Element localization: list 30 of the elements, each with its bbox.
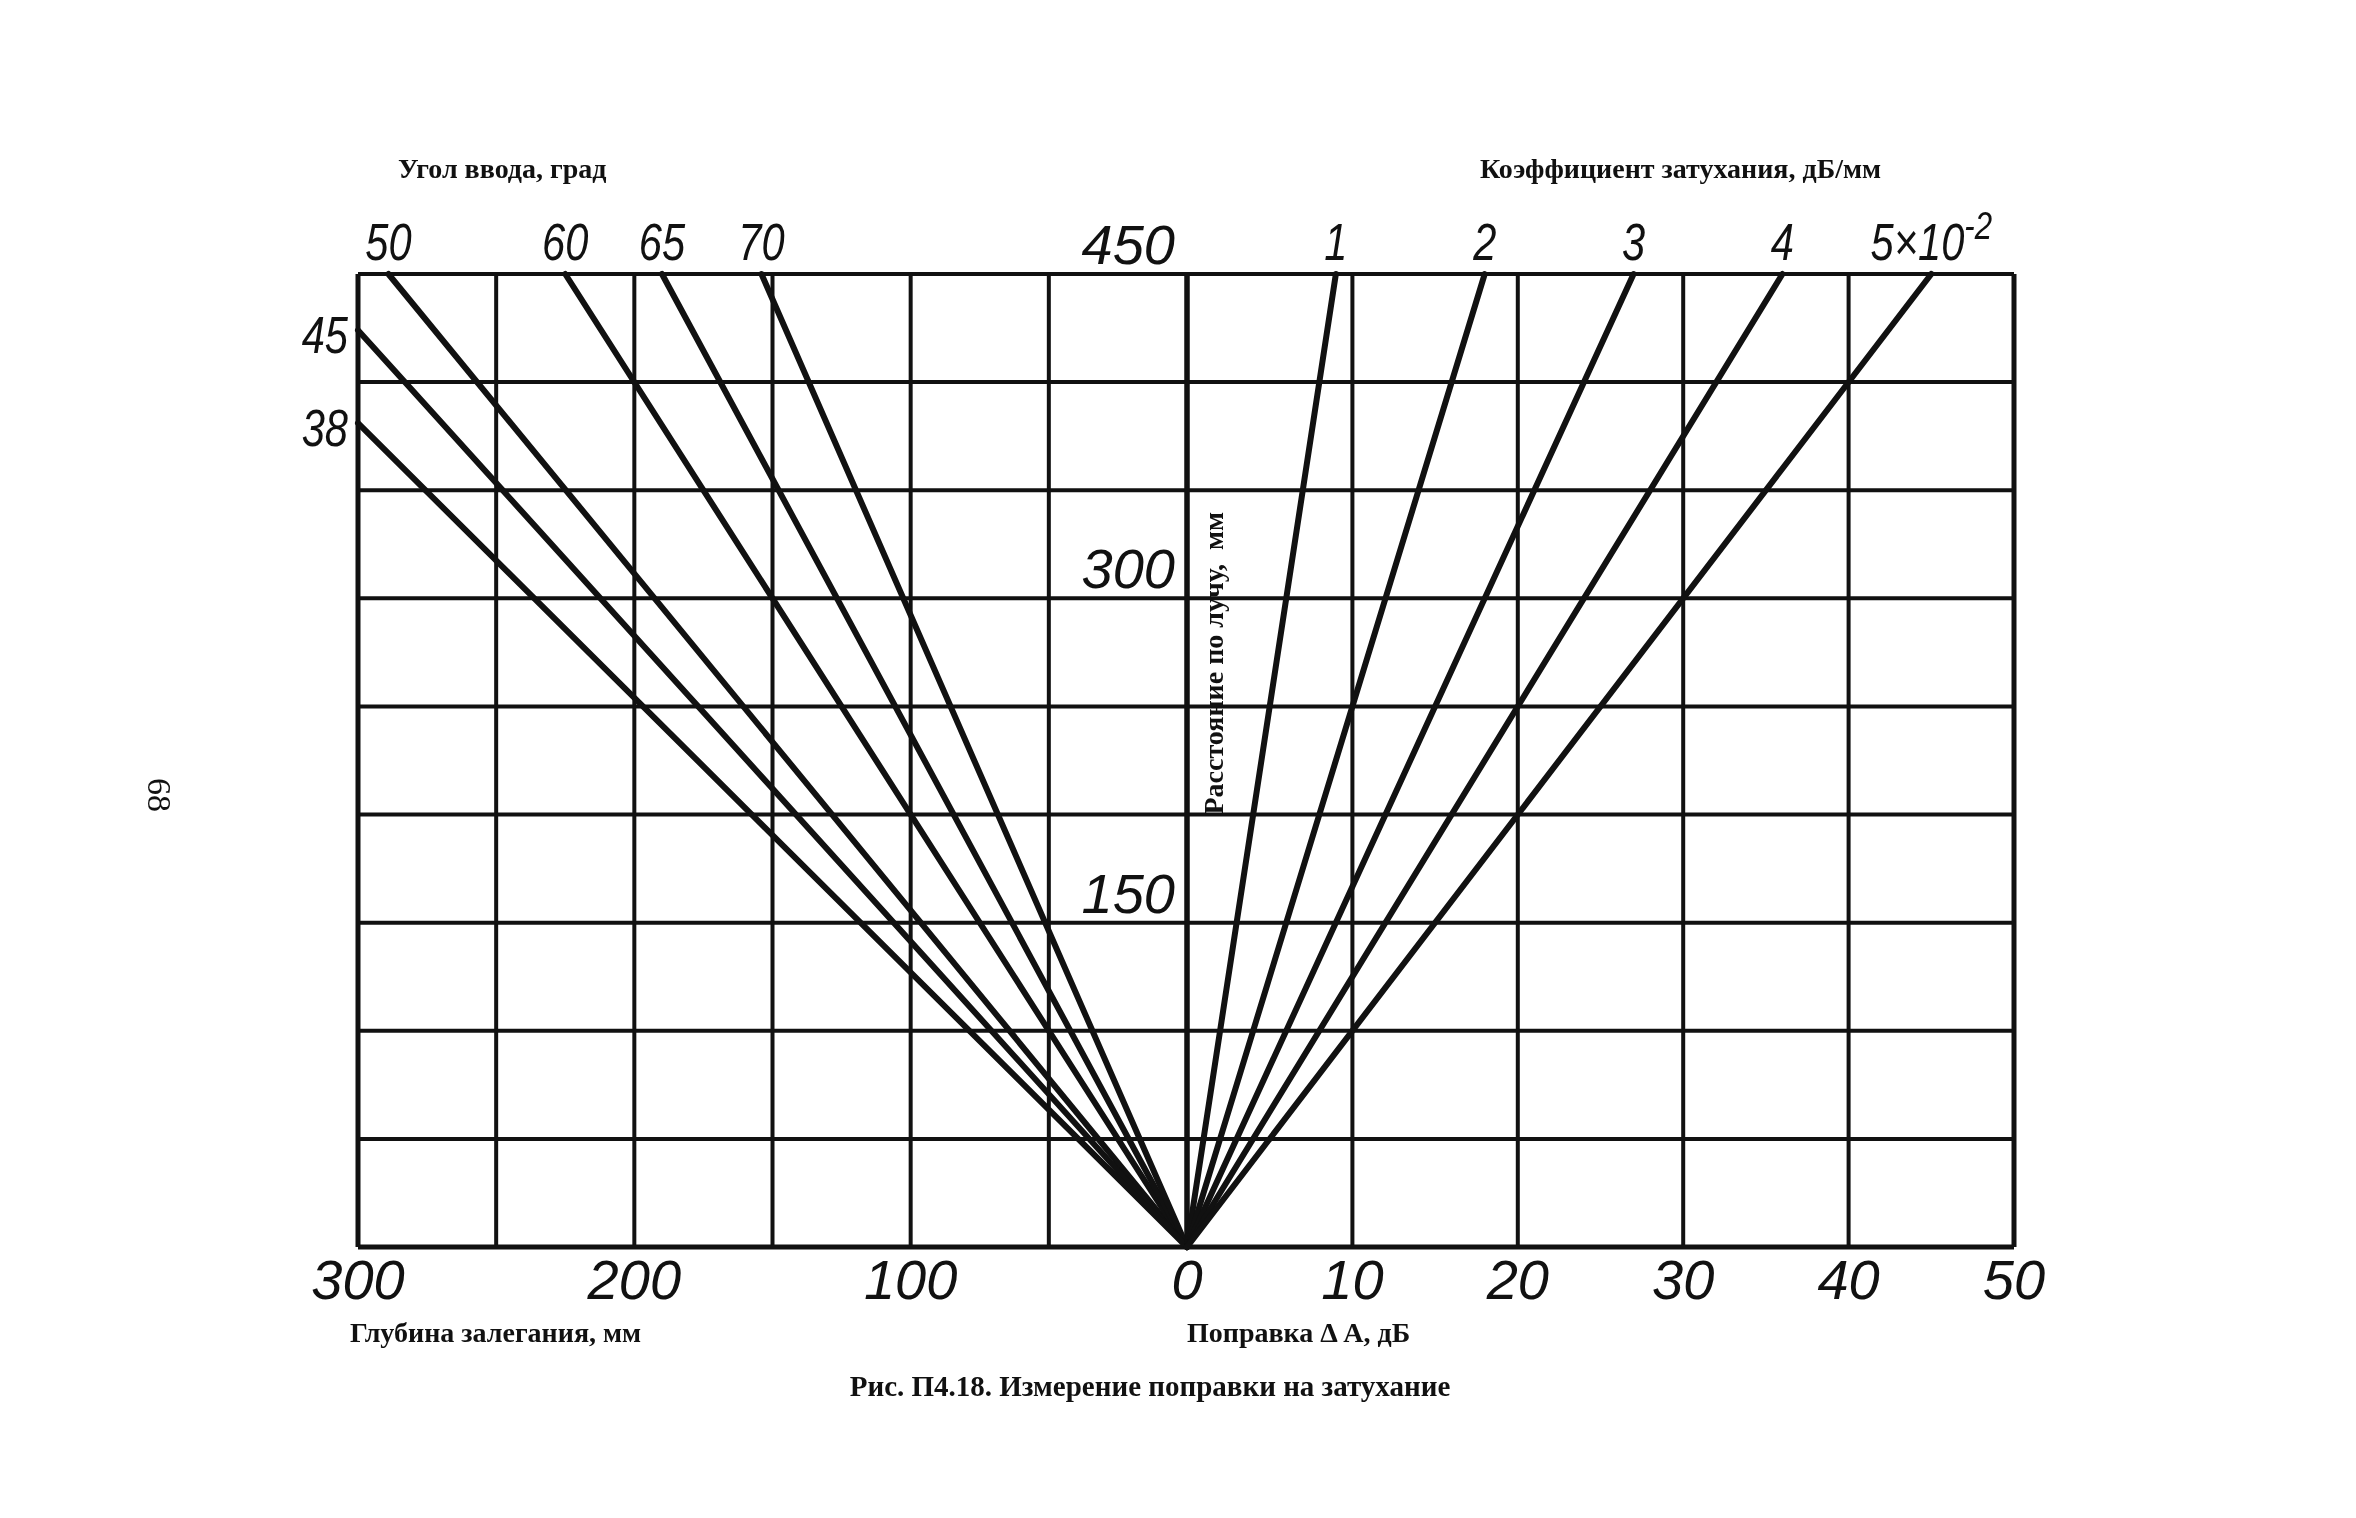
- y-tick-label: 300: [1081, 537, 1175, 601]
- x-tick-label: 300: [311, 1248, 405, 1311]
- x-tick-label: 20: [1485, 1248, 1549, 1311]
- legend-title: Угол ввода, град: [398, 153, 607, 184]
- series-label: 60: [542, 212, 589, 272]
- x-tick-label: 30: [1652, 1248, 1715, 1311]
- series-label: 50: [365, 212, 412, 272]
- x-tick-label: 40: [1817, 1248, 1880, 1311]
- x-tick-label: 0: [1171, 1248, 1203, 1311]
- series-label: 2: [1472, 212, 1497, 272]
- series-label: 3: [1622, 212, 1646, 272]
- x-tick-label: 50: [1982, 1248, 2046, 1311]
- text: 68: [141, 778, 178, 812]
- series-label: 4: [1770, 212, 1795, 272]
- legend-title: Коэффициент затухания, дБ/мм: [1479, 153, 1882, 184]
- series-label: 45: [301, 306, 349, 365]
- series-label: 38: [301, 399, 348, 458]
- y-tick-label: 450: [1081, 213, 1175, 276]
- text: Рис. П4.18. Измерение поправки на затухание: [849, 1370, 1451, 1402]
- x-tick-label: 10: [1321, 1248, 1384, 1311]
- y-axis-title: Расстояние по лучу, мм: [1198, 511, 1229, 815]
- x-tick-label: 200: [586, 1248, 682, 1311]
- x-axis-title: Глубина залегания, мм: [350, 1317, 642, 1348]
- series-label: 70: [738, 212, 785, 272]
- x-tick-label: 100: [863, 1248, 958, 1311]
- series-label: 5×10$^{-2}$: [1870, 203, 1993, 272]
- series-label: 1: [1324, 212, 1348, 272]
- series-label: 65: [638, 212, 686, 272]
- x-axis-title: Поправка Δ A, дБ: [1187, 1317, 1411, 1348]
- y-tick-label: 150: [1081, 861, 1175, 925]
